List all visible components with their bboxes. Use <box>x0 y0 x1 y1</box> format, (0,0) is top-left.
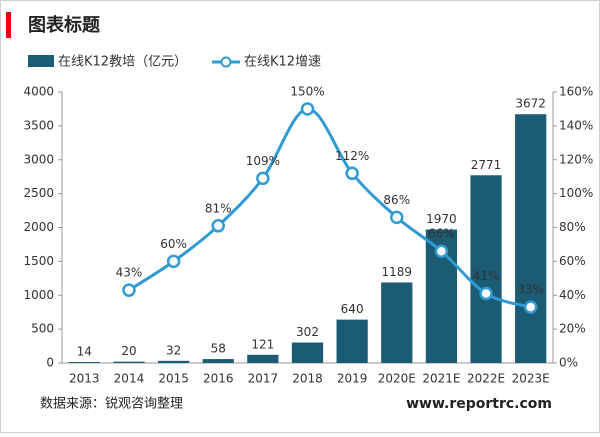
line-value-label: 81% <box>205 201 232 215</box>
bar <box>113 361 145 363</box>
y2-tick-label: 0% <box>559 356 578 370</box>
line-value-label: 43% <box>116 266 143 280</box>
y2-tick-label: 140% <box>559 118 593 132</box>
line-marker <box>211 219 225 233</box>
x-tick-label: 2019 <box>337 372 368 386</box>
bar-value-label: 58 <box>211 342 226 356</box>
bar <box>247 354 279 363</box>
y-tick-label: 1500 <box>23 254 54 268</box>
line-marker <box>390 210 404 225</box>
y2-tick-label: 100% <box>559 186 593 200</box>
bar-value-label: 2771 <box>471 158 502 172</box>
y-tick-label: 3000 <box>23 152 54 166</box>
source-note: 数据来源：锐观咨询整理 <box>40 397 183 412</box>
bar-value-label: 20 <box>121 344 136 358</box>
y2-tick-label: 20% <box>559 322 586 336</box>
y2-tick-label: 60% <box>559 254 586 268</box>
legend-label: 在线K12增速 <box>244 55 321 70</box>
bar-value-label: 14 <box>77 345 92 359</box>
line-marker <box>479 286 493 301</box>
bar <box>157 360 190 363</box>
legend-marker <box>220 56 232 68</box>
x-tick-label: 2021E <box>422 372 460 386</box>
line-value-label: 33% <box>517 283 544 297</box>
x-tick-label: 2017 <box>248 372 279 386</box>
x-tick-label: 2022E <box>467 372 505 386</box>
y-tick-label: 3500 <box>23 118 54 132</box>
x-tick-label: 2023E <box>512 372 550 386</box>
line <box>128 107 532 309</box>
bar-value-label: 3672 <box>515 97 546 111</box>
bar <box>336 319 368 363</box>
line-value-label: 66% <box>428 227 455 241</box>
y-tick-label: 500 <box>31 322 54 336</box>
y2-tick-label: 160% <box>559 85 593 99</box>
bar <box>202 359 234 363</box>
bar <box>291 342 324 363</box>
x-tick-label: 2013 <box>69 372 100 386</box>
y2-tick-label: 40% <box>559 288 586 302</box>
line-value-label: 112% <box>335 149 369 163</box>
bar <box>470 175 502 363</box>
legend-swatch <box>28 55 54 67</box>
bar-value-label: 1189 <box>381 265 412 279</box>
y-tick-label: 1000 <box>23 288 54 302</box>
bar-value-label: 121 <box>251 337 274 351</box>
bar-value-label: 32 <box>166 343 181 357</box>
title-accent <box>6 12 11 38</box>
line-value-label: 86% <box>383 193 410 207</box>
x-tick-label: 2015 <box>158 372 189 386</box>
chart-title: 图表标题 <box>28 14 101 36</box>
line-value-label: 41% <box>473 269 500 283</box>
legend-label: 在线K12教培（亿元） <box>58 54 187 70</box>
y-tick-label: 2000 <box>23 220 54 234</box>
x-tick-label: 2016 <box>203 372 234 386</box>
line-marker <box>300 102 315 116</box>
line-marker <box>256 171 270 186</box>
x-tick-label: 2020E <box>378 372 416 386</box>
bar-value-label: 640 <box>341 302 364 316</box>
y2-tick-label: 120% <box>559 152 593 166</box>
line-marker <box>345 166 359 181</box>
line-value-label: 150% <box>290 84 324 98</box>
line-value-label: 109% <box>246 154 280 168</box>
line-marker <box>122 283 136 297</box>
y-tick-label: 2500 <box>23 186 54 200</box>
line-value-label: 60% <box>160 237 187 251</box>
x-tick-label: 2014 <box>114 372 145 386</box>
bar-value-label: 302 <box>296 325 319 339</box>
line-marker <box>434 244 449 258</box>
website: www.reportrc.com <box>406 396 552 412</box>
line-marker <box>166 254 181 269</box>
x-tick-label: 2018 <box>292 372 323 386</box>
bar-value-label: 1970 <box>426 212 457 226</box>
line-marker <box>523 300 538 314</box>
bar <box>515 114 547 363</box>
y-tick-label: 4000 <box>23 85 54 99</box>
y2-tick-label: 80% <box>559 220 586 234</box>
y-tick-label: 0 <box>46 356 54 370</box>
bar <box>381 282 413 363</box>
bar <box>68 362 100 363</box>
